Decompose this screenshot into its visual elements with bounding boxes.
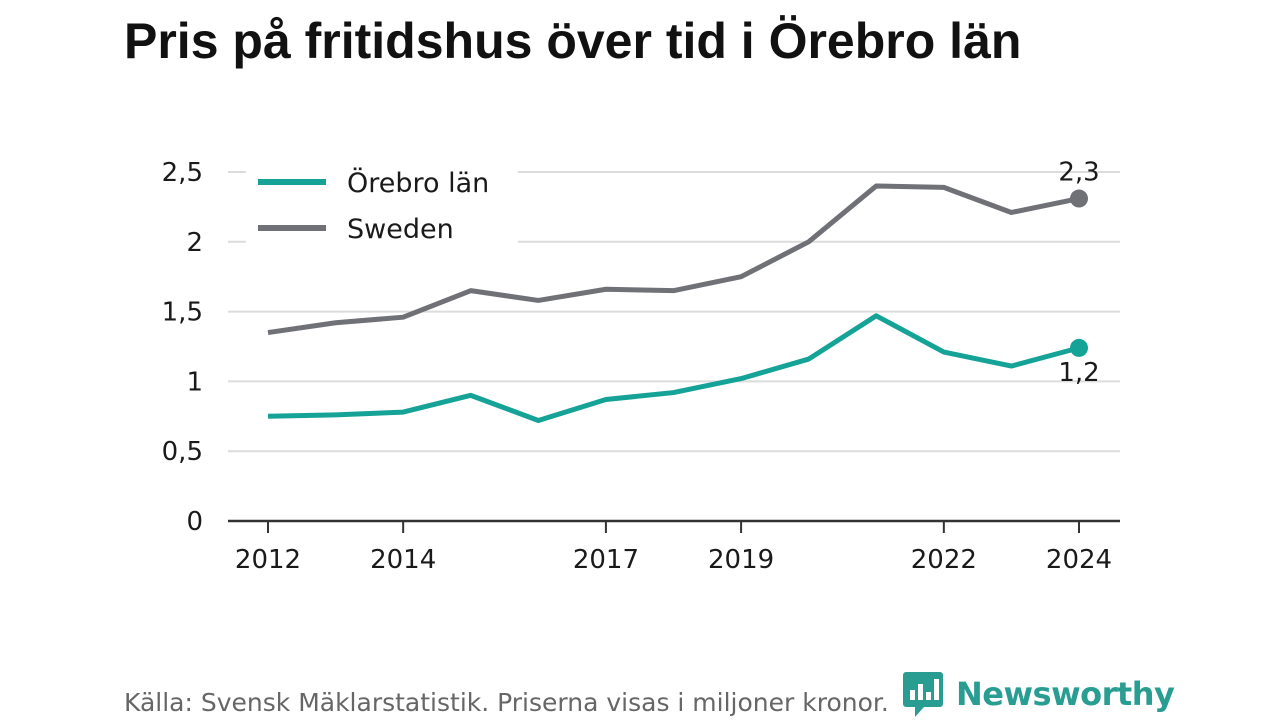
x-axis: 2012 2014 2017 2019 2022 2024 <box>228 519 1120 575</box>
series-lines <box>267 183 1088 423</box>
x-tick-label: 2014 <box>370 545 436 575</box>
y-tick-label: 1 <box>186 367 203 397</box>
end-value-label: 1,2 <box>1058 358 1099 388</box>
series-end-point <box>1070 189 1088 208</box>
y-tick-label: 0,5 <box>162 437 203 467</box>
y-tick-label: 2 <box>186 228 203 258</box>
chart-title: Pris på fritidshus över tid i Örebro län <box>124 13 1022 69</box>
newsworthy-logo-icon <box>903 672 943 717</box>
legend-label: Sweden <box>347 214 454 245</box>
x-tick-label: 2022 <box>911 545 977 575</box>
series-line <box>267 183 1080 336</box>
x-tick-label: 2024 <box>1046 545 1112 575</box>
end-value-label: 2,3 <box>1058 158 1099 188</box>
x-tick-label: 2017 <box>573 545 639 575</box>
end-labels: 1,2 2,3 <box>1058 158 1099 388</box>
source-note: Källa: Svensk Mäklarstatistik. Priserna … <box>124 688 889 717</box>
y-axis-ticks: 0 0,5 1 1,5 2 2,5 <box>162 158 203 537</box>
y-tick-label: 2,5 <box>162 158 203 188</box>
brand-logo: Newsworthy <box>902 668 1175 720</box>
legend: Örebro län Sweden <box>246 160 518 248</box>
brand-name: Newsworthy <box>956 675 1175 713</box>
series-end-point <box>1070 338 1088 357</box>
series-line <box>267 313 1080 423</box>
x-tick-label: 2019 <box>708 545 774 575</box>
legend-background <box>246 160 518 248</box>
y-tick-label: 0 <box>186 507 203 537</box>
y-tick-label: 1,5 <box>162 298 203 328</box>
x-tick-label: 2012 <box>235 545 301 575</box>
legend-label: Örebro län <box>347 167 489 199</box>
